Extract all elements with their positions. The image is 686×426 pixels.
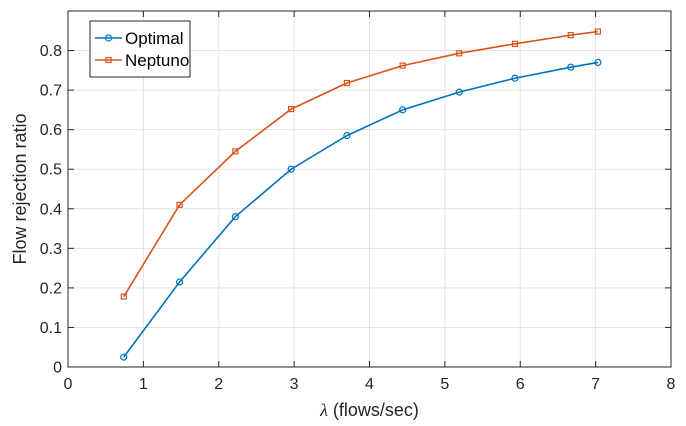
series-marker	[231, 213, 239, 221]
series-marker	[176, 201, 183, 208]
series-marker	[288, 105, 295, 113]
x-axis-symbol: λ	[319, 400, 328, 420]
series-marker	[456, 50, 463, 57]
y-tick-labels: 0 0.1 0.2 0.3 0.4 0.5 0.6 0.7 0.8	[40, 43, 62, 376]
x-axis-label: λ (flows/sec)	[319, 400, 419, 420]
x-tick-label: 2	[214, 376, 223, 393]
series-marker	[399, 106, 407, 114]
series-marker	[511, 74, 519, 82]
series-marker	[594, 58, 602, 67]
series-marker	[399, 62, 406, 69]
y-tick-label: 0.6	[40, 122, 62, 139]
series-marker	[511, 40, 519, 47]
x-tick-label: 8	[667, 376, 676, 393]
series-line-optimal	[123, 61, 599, 358]
legend: Optimal Neptuno	[89, 20, 191, 78]
series-marker	[567, 32, 574, 39]
x-tick-label: 7	[591, 376, 600, 393]
legend-box	[89, 20, 191, 78]
series-marker	[105, 56, 112, 64]
series-marker	[120, 293, 127, 300]
series-marker	[594, 28, 601, 35]
series-marker	[455, 88, 463, 96]
legend-item-neptuno: Neptuno	[95, 51, 189, 70]
legend-label: Neptuno	[125, 51, 189, 70]
x-tick-label: 3	[290, 376, 299, 393]
legend-label: Optimal	[125, 29, 184, 48]
y-tick-label: 0.5	[40, 162, 62, 179]
y-tick-label: 0.3	[40, 241, 62, 258]
y-tick-label: 0.1	[40, 320, 62, 337]
x-tick-label: 1	[139, 376, 148, 393]
series-marker	[567, 63, 575, 71]
y-tick-label: 0.7	[40, 83, 62, 100]
series-marker	[175, 278, 184, 286]
x-tick-label: 6	[516, 376, 525, 393]
series-neptuno	[120, 28, 601, 300]
series-layer	[120, 28, 602, 361]
series-marker	[287, 165, 295, 173]
y-tick-label: 0.4	[40, 201, 62, 218]
series-line-neptuno	[123, 30, 598, 298]
x-tick-labels: 0 1 2 3 4 5 6 7 8	[64, 376, 676, 393]
series-marker	[104, 34, 113, 42]
y-axis-label: Flow rejection ratio	[10, 113, 30, 264]
y-tick-label: 0.2	[40, 280, 62, 297]
x-tick-label: 0	[64, 376, 73, 393]
x-axis-unit: (flows/sec)	[328, 400, 419, 420]
x-tick-label: 5	[440, 376, 449, 393]
y-tick-label: 0.8	[40, 43, 62, 60]
series-marker	[343, 132, 351, 140]
grid	[68, 11, 671, 367]
series-marker	[120, 353, 128, 361]
series-marker	[232, 148, 239, 155]
x-tick-label: 4	[365, 376, 374, 393]
series-optimal	[120, 58, 602, 361]
y-tick-label: 0	[53, 360, 62, 377]
tick-marks	[67, 11, 672, 368]
series-marker	[343, 79, 350, 87]
legend-item-optimal: Optimal	[95, 29, 184, 48]
